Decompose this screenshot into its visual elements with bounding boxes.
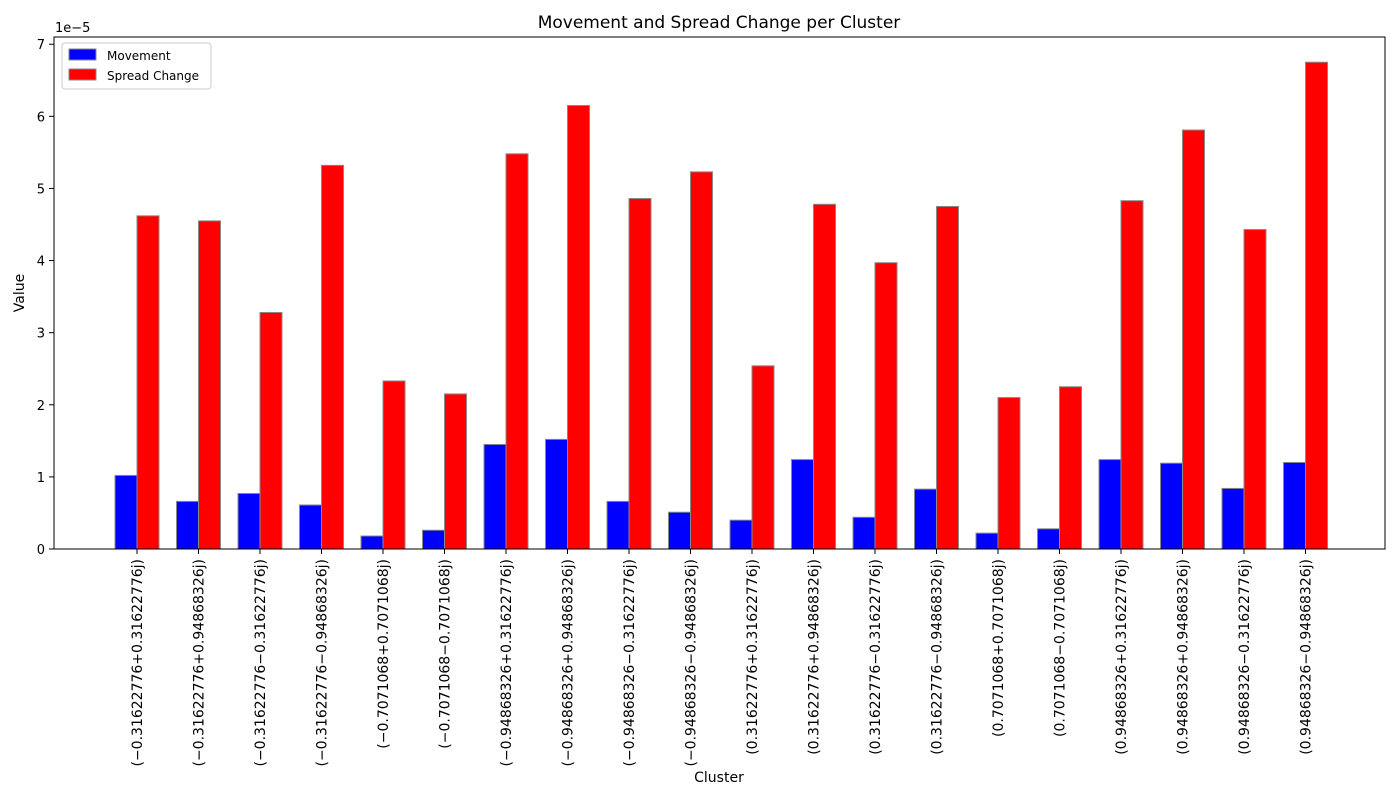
y-tick-label: 0	[37, 543, 45, 558]
bar-movement	[360, 535, 384, 550]
bar-spread-change	[259, 311, 283, 550]
x-tick-label: (−0.94868326−0.94868326j)	[684, 559, 700, 767]
y-axis-scale-label: 1e−5	[55, 21, 90, 36]
bar-movement	[852, 516, 876, 550]
bar-spread-change	[751, 365, 775, 550]
bar-movement	[1098, 459, 1122, 550]
x-axis-ticks: (−0.31622776+0.31622776j) (−0.31622776+0.…	[130, 549, 1315, 767]
x-tick-label: (−0.31622776+0.94868326j)	[192, 559, 208, 767]
bar-movement	[1037, 528, 1060, 550]
y-tick-label: 3	[37, 327, 45, 342]
x-tick-label: (−0.31622776−0.94868326j)	[315, 559, 331, 767]
plot-area-frame	[53, 36, 1386, 550]
legend-frame	[61, 42, 212, 90]
legend-swatch-spread-change	[68, 68, 97, 81]
y-tick-label: 7	[37, 38, 45, 53]
bar-spread-change	[1120, 200, 1144, 550]
bar-spread-change	[198, 220, 221, 550]
bar-spread-change	[690, 171, 713, 550]
x-tick-label: (0.31622776+0.94868326j)	[807, 559, 823, 755]
x-tick-label: (−0.7071068+0.7071068j)	[376, 559, 392, 749]
x-tick-label: (0.94868326+0.31622776j)	[1114, 559, 1130, 755]
bar-movement	[1283, 461, 1306, 550]
bar-spread-change	[997, 397, 1021, 550]
bar-spread-change	[321, 164, 344, 550]
x-tick-label: (−0.31622776−0.31622776j)	[253, 559, 269, 767]
legend-swatch-movement	[68, 48, 97, 61]
x-tick-label: (0.94868326−0.31622776j)	[1237, 559, 1253, 755]
bar-spread-change	[813, 203, 836, 550]
bar-spread-change	[1059, 386, 1082, 550]
bar-movement	[729, 519, 753, 550]
y-tick-label: 4	[37, 255, 45, 270]
bar-spread-change	[1182, 129, 1205, 550]
bar-spread-change	[382, 380, 406, 550]
x-tick-label: (0.94868326−0.94868326j)	[1299, 559, 1315, 755]
bar-spread-change	[936, 205, 959, 550]
bar-movement	[176, 500, 199, 550]
y-tick-label: 5	[37, 182, 45, 197]
x-tick-label: (−0.31622776+0.31622776j)	[130, 559, 146, 767]
chart-title: Movement and Spread Change per Cluster	[538, 13, 901, 33]
bar-movement	[1221, 487, 1245, 550]
x-tick-label: (−0.94868326+0.31622776j)	[499, 559, 515, 767]
legend-label-movement: Movement	[107, 49, 171, 63]
bar-movement	[975, 532, 999, 550]
x-tick-label: (0.31622776+0.31622776j)	[745, 559, 761, 755]
bar-movement	[422, 529, 445, 550]
x-tick-label: (0.7071068+0.7071068j)	[991, 559, 1007, 737]
bar-spread-change	[1305, 61, 1328, 550]
bar-spread-change	[444, 393, 467, 550]
x-tick-label: (−0.94868326+0.94868326j)	[561, 559, 577, 767]
bar-spread-change	[567, 105, 590, 550]
bar-spread-change	[874, 262, 898, 550]
x-tick-label: (−0.7071068−0.7071068j)	[438, 559, 454, 749]
bar-movement	[483, 443, 507, 550]
y-axis-ticks: 0 1 2 3 4 5 6 7	[37, 38, 54, 558]
bars-layer	[114, 61, 1328, 550]
y-tick-label: 1	[37, 471, 45, 486]
x-tick-label: (−0.94868326−0.31622776j)	[622, 559, 638, 767]
legend-label-spread-change: Spread Change	[107, 69, 199, 83]
bar-movement	[1160, 462, 1183, 550]
x-tick-label: (0.7071068−0.7071068j)	[1053, 559, 1069, 737]
legend: Movement Spread Change	[61, 42, 212, 90]
x-tick-label: (0.31622776−0.94868326j)	[930, 559, 946, 755]
y-axis-title: Value	[12, 274, 28, 312]
y-tick-label: 6	[37, 110, 45, 125]
x-axis-title: Cluster	[694, 770, 744, 786]
bar-movement	[299, 504, 322, 550]
x-tick-label: (0.94868326+0.94868326j)	[1176, 559, 1192, 755]
x-tick-label: (0.31622776−0.31622776j)	[868, 559, 884, 755]
bar-movement	[114, 474, 138, 550]
bar-movement	[237, 492, 261, 550]
bar-movement	[606, 500, 630, 550]
bar-spread-change	[505, 153, 529, 550]
bar-movement	[545, 438, 568, 550]
y-tick-label: 2	[37, 399, 45, 414]
bar-movement	[914, 488, 937, 550]
bar-spread-change	[1243, 229, 1267, 550]
bar-movement	[791, 459, 814, 550]
bar-spread-change	[628, 198, 652, 550]
bar-spread-change	[136, 215, 160, 550]
bar-movement	[668, 511, 691, 550]
